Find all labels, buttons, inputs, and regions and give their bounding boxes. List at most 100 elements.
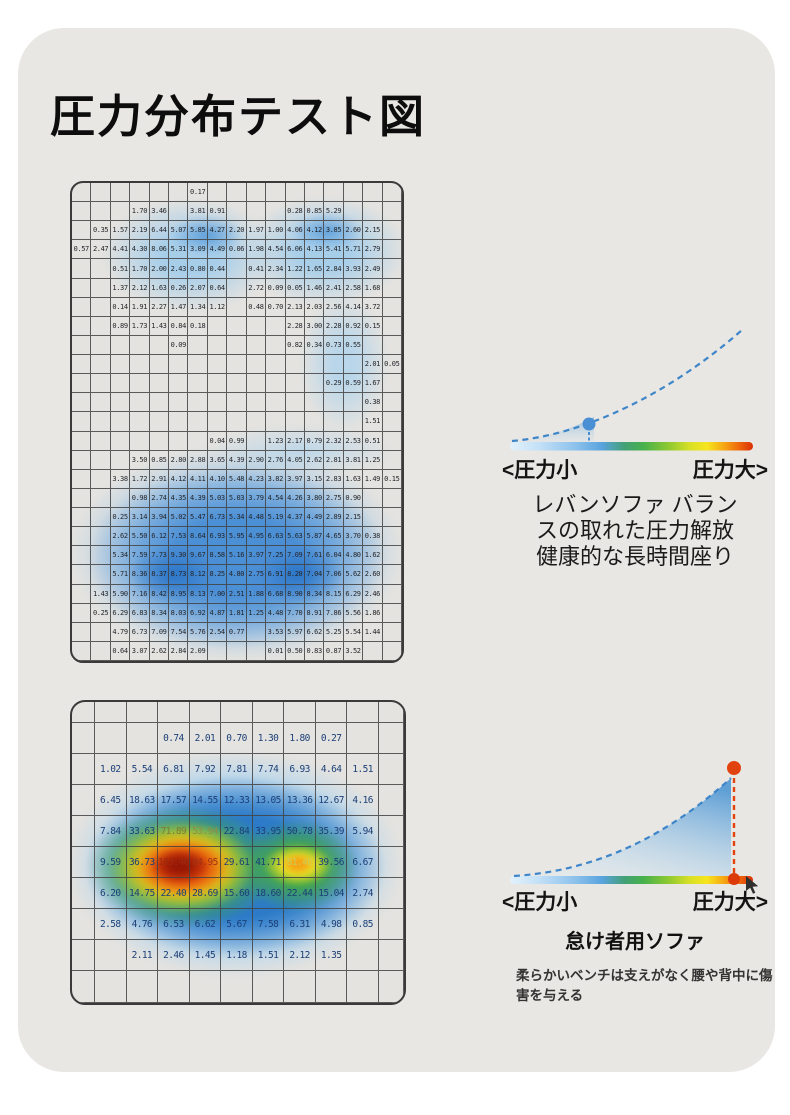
heatmap-cell xyxy=(91,412,111,432)
heatmap-cell xyxy=(72,785,95,816)
heatmap-cell xyxy=(72,723,95,754)
heatmap-cell: 4.27 xyxy=(207,221,228,241)
heatmap-cell: 0.15 xyxy=(363,316,383,336)
heatmap-cell: 2.20 xyxy=(227,221,247,241)
heatmap-cell: 14.75 xyxy=(126,878,159,909)
heatmap-cell xyxy=(110,202,131,222)
heatmap-cell xyxy=(72,202,92,222)
heatmap-cell xyxy=(266,202,286,222)
heatmap-cell xyxy=(207,412,228,432)
heatmap-cell: 2.81 xyxy=(324,450,344,470)
heatmap-cell: 0.74 xyxy=(158,723,190,754)
heatmap-cell: 1.43 xyxy=(91,584,111,604)
heatmap-cell: 3.72 xyxy=(363,297,383,317)
heatmap-cell: 3.14 xyxy=(130,508,150,528)
heatmap-cell xyxy=(72,431,92,451)
heatmap-cell xyxy=(72,183,92,203)
heatmap-cell: 7.59 xyxy=(130,546,150,566)
heatmap-cell: 5.03 xyxy=(207,488,228,509)
heatmap-cell: 8.91 xyxy=(304,603,325,623)
heatmap-cell xyxy=(378,702,404,723)
heatmap-cell: 0.09 xyxy=(266,278,286,298)
heatmap-cell: 1.37 xyxy=(110,278,131,298)
heatmap-cell xyxy=(227,278,247,298)
heatmap-cell xyxy=(266,412,286,432)
heatmap-cell: 5.85 xyxy=(188,221,208,241)
heatmap-cell: 3.38 xyxy=(110,469,131,489)
heatmap-cell: 2.51 xyxy=(227,584,247,604)
heatmap-cell xyxy=(343,202,364,222)
heatmap-cell xyxy=(72,603,92,623)
heatmap-cell xyxy=(382,641,402,661)
lazy-sofa-title: 怠け者用ソファ xyxy=(565,931,705,953)
heatmap-cell: 5.95 xyxy=(227,527,247,547)
heatmap-cell: 0.04 xyxy=(207,431,228,451)
heatmap-cell xyxy=(266,393,286,413)
heatmap-cell: 9.30 xyxy=(169,546,189,566)
heatmap-cell xyxy=(110,431,131,451)
heatmap-cell xyxy=(72,335,92,356)
heatmap-cell xyxy=(378,816,404,847)
heatmap-cell: 2.56 xyxy=(324,297,344,317)
heatmap-cell: 0.38 xyxy=(363,527,383,547)
heatmap-cell xyxy=(72,546,92,566)
heatmap-cell: 4.05 xyxy=(285,450,305,470)
heatmap-cell: 1.72 xyxy=(130,469,150,489)
heatmap-cell: 1.25 xyxy=(363,450,383,470)
heatmap-cell: 5.07 xyxy=(169,221,189,241)
heatmap-cell: 2.75 xyxy=(246,565,267,585)
heatmap-cell: 7.74 xyxy=(252,754,285,785)
heatmap-cell xyxy=(227,297,247,317)
heatmap-cell: 6.92 xyxy=(188,603,208,623)
heatmap-cell: 1.65 xyxy=(304,259,325,279)
heatmap-cell xyxy=(304,393,325,413)
heatmap-cell xyxy=(149,412,170,432)
heatmap-cell xyxy=(382,183,402,203)
heatmap-cell xyxy=(91,259,111,279)
heatmap-cell: 2.01 xyxy=(363,355,383,375)
heatmap-cell xyxy=(158,702,190,723)
heatmap-cell: 5.71 xyxy=(110,565,131,585)
heatmap-cell: 4.41 xyxy=(110,240,131,260)
heatmap-cell: 2.32 xyxy=(324,431,344,451)
heatmap-cell xyxy=(91,469,111,489)
heatmap-cell: 0.05 xyxy=(285,278,305,298)
heatmap-cell xyxy=(110,183,131,203)
heatmap-cell xyxy=(363,508,383,528)
heatmap-cell xyxy=(207,355,228,375)
heatmap-cell: 15.04 xyxy=(315,878,348,909)
description-line: レバンソファ バラン xyxy=(532,492,738,517)
heatmap-cell xyxy=(382,488,402,509)
heatmap-cell: 2.54 xyxy=(207,622,228,642)
heatmap-cell xyxy=(72,450,92,470)
heatmap-cell xyxy=(149,393,170,413)
heatmap-cell: 2.84 xyxy=(169,641,189,661)
heatmap-cell xyxy=(72,527,92,547)
heatmap-cell xyxy=(91,508,111,528)
heatmap-cell xyxy=(347,940,379,971)
heatmap-cell xyxy=(72,259,92,279)
heatmap-cell: 2.89 xyxy=(324,508,344,528)
heatmap-cell: 4.06 xyxy=(285,221,305,241)
heatmap-cell xyxy=(72,412,92,432)
heatmap-cell: 2.53 xyxy=(343,431,364,451)
heatmap-cell: 7.25 xyxy=(266,546,286,566)
heatmap-cell xyxy=(382,259,402,279)
heatmap-cell: 5.63 xyxy=(285,527,305,547)
heatmap-cell xyxy=(149,335,170,356)
heatmap-cell: 1.88 xyxy=(246,584,267,604)
heatmap-cell: 0.85 xyxy=(347,909,379,940)
heatmap-cell: 8.90 xyxy=(285,584,305,604)
heatmap-cell xyxy=(246,355,267,375)
heatmap-cell xyxy=(72,278,92,298)
heatmap-cell: 18.60 xyxy=(252,878,285,909)
heatmap-cell xyxy=(382,431,402,451)
heatmap-cell xyxy=(72,702,95,723)
heatmap-cell: 4.54 xyxy=(266,488,286,509)
heatmap-cell: 5.54 xyxy=(126,754,159,785)
heatmap-cell: 2.27 xyxy=(149,297,170,317)
heatmap-cell xyxy=(72,641,92,661)
heatmap-cell: 3.93 xyxy=(343,259,364,279)
heatmap-cell: 3.81 xyxy=(188,202,208,222)
heatmap-cells-top: 0.17 1.70 3.46 3.81 0.91 0.28 0.85 5.29 0.35 1.57… xyxy=(72,183,402,661)
